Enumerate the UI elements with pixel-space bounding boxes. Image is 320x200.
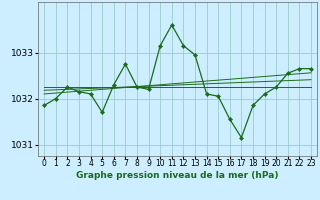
X-axis label: Graphe pression niveau de la mer (hPa): Graphe pression niveau de la mer (hPa) [76, 171, 279, 180]
